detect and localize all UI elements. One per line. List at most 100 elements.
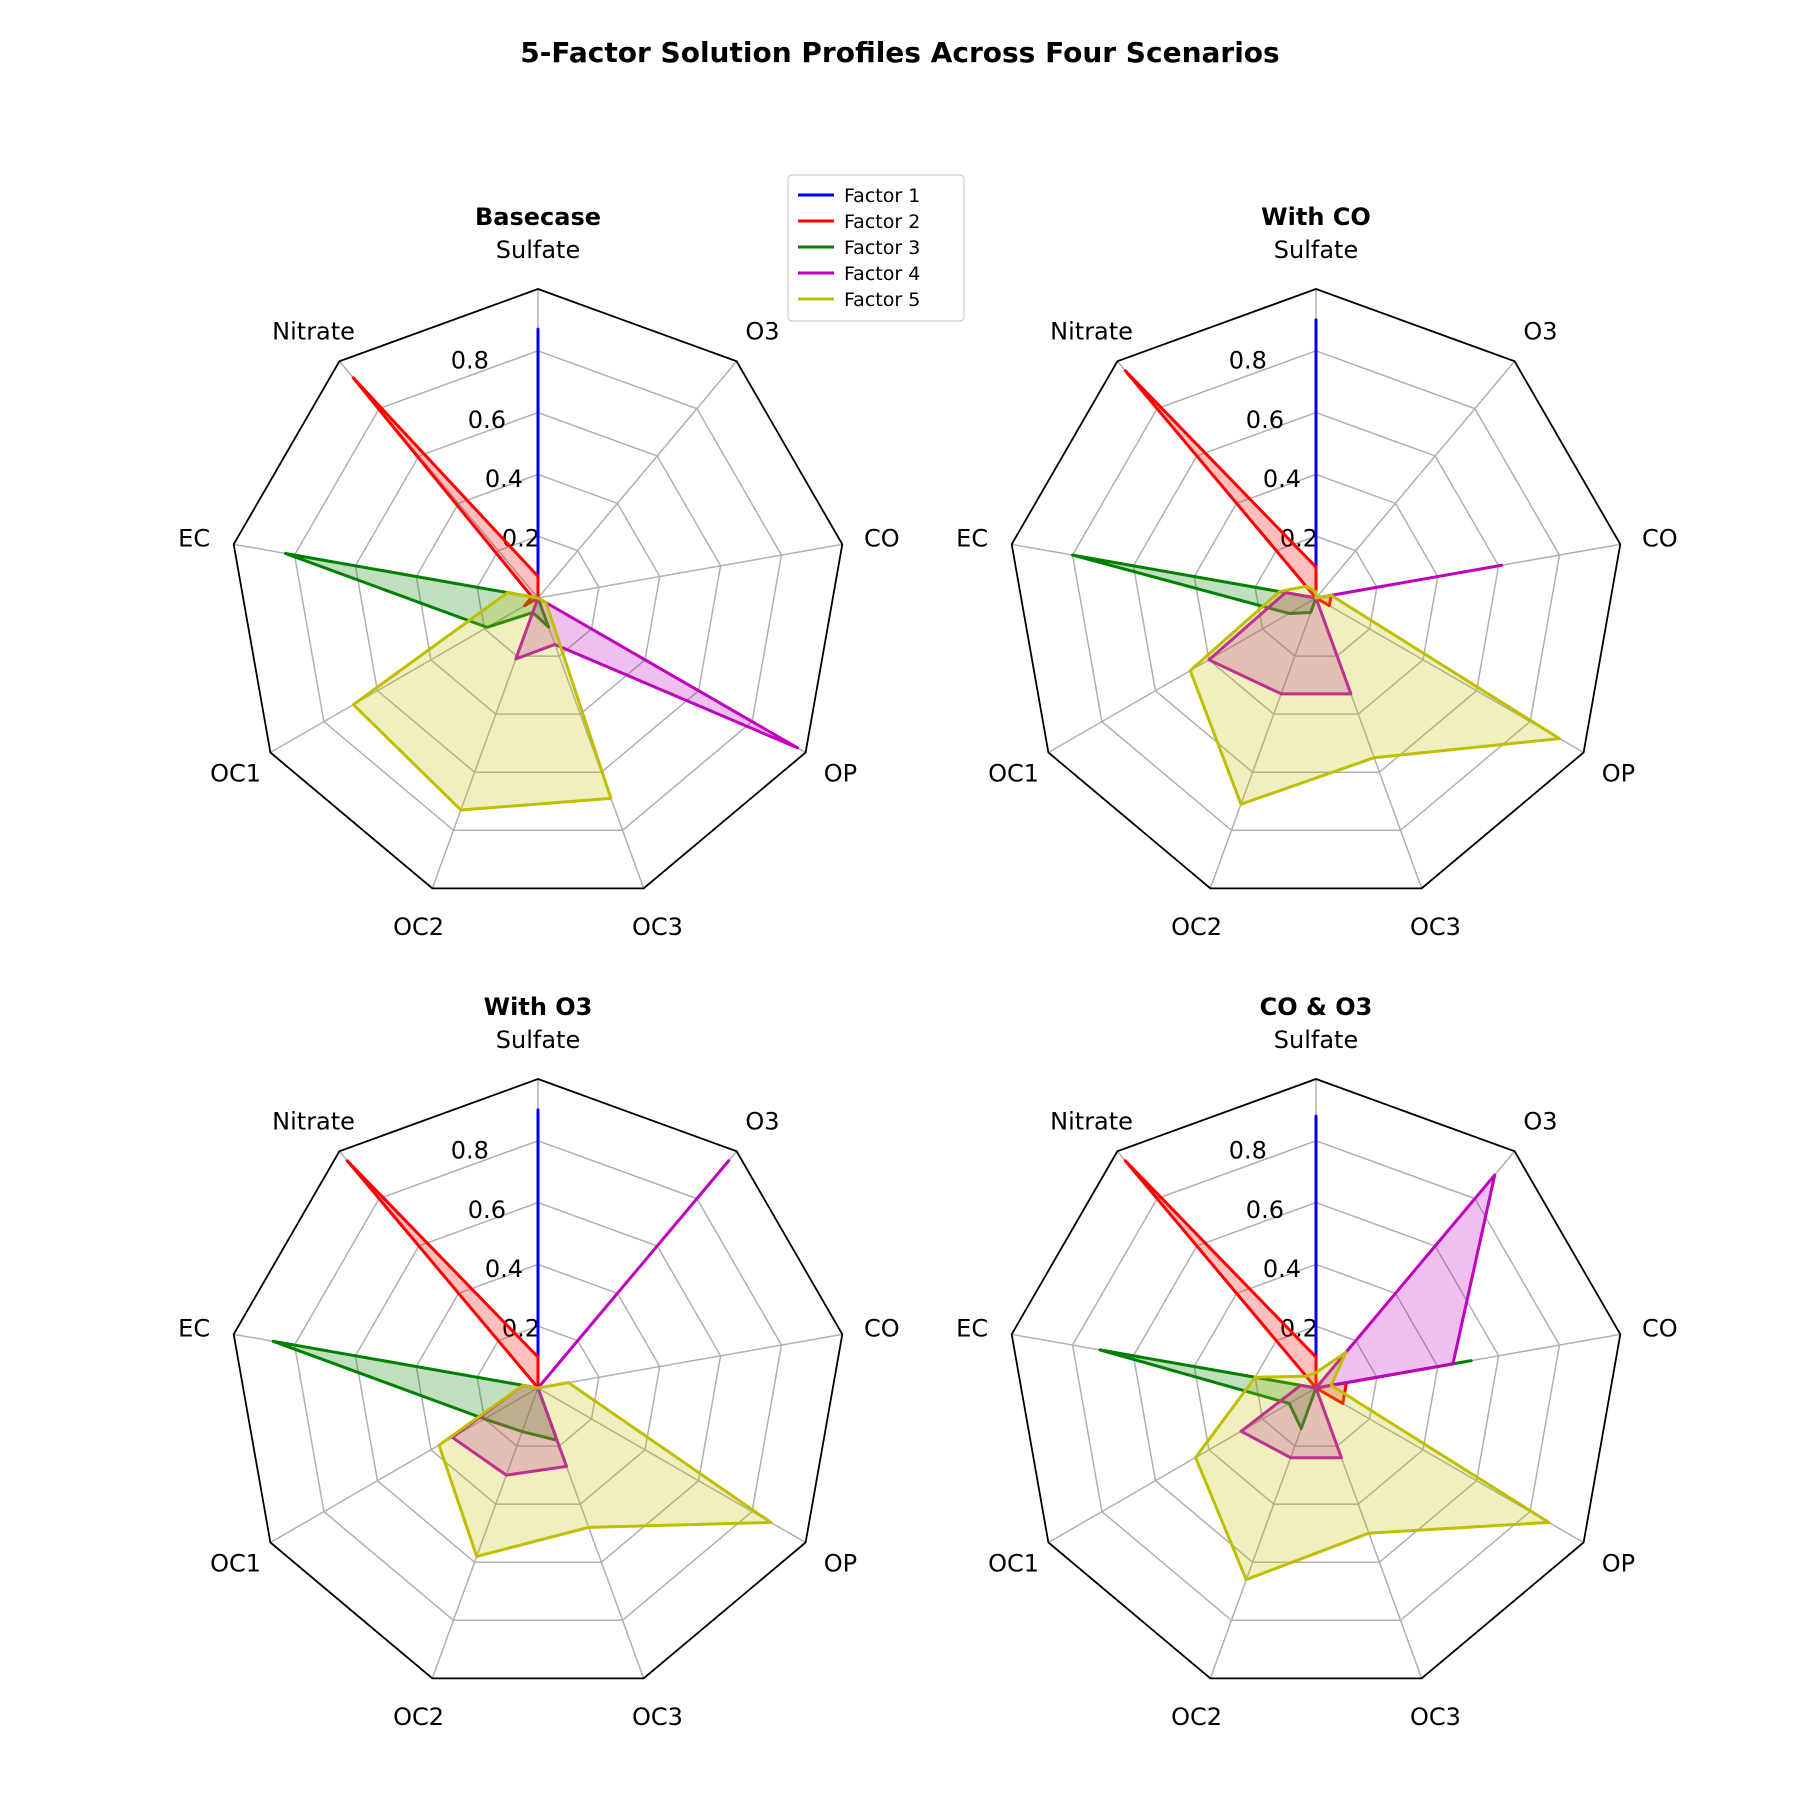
legend-entry: Factor 2: [844, 211, 920, 233]
radar-panel: 0.20.40.60.8SulfateO3COOPOC3OC2OC1ECNitr…: [956, 993, 1678, 1731]
radar-panel: 0.2 0.4 0.6 0.8 Sulfate O3 CO OP OC3 OC2 OC1 EC Nitr…: [178, 203, 900, 941]
grid-ring: [415, 473, 661, 715]
grid-ring: [354, 1201, 722, 1563]
axis-label: Sulfate: [496, 1026, 580, 1054]
spoke: [1209, 597, 1317, 889]
r-tick-label: 0.8: [451, 1136, 489, 1164]
axis-label: OC1: [988, 760, 1039, 788]
outer-frame: [1010, 1078, 1622, 1680]
panel-title: Basecase: [475, 203, 601, 231]
r-tick-label: 0.6: [468, 1196, 506, 1224]
axis-label: CO: [1642, 524, 1678, 552]
axis-label: OC2: [393, 913, 444, 941]
axis-label: CO: [1642, 1314, 1678, 1342]
spoke: [431, 1387, 539, 1679]
legend-box: [787, 174, 965, 322]
axis-label: OP: [1602, 760, 1635, 788]
axis-label: OP: [824, 760, 857, 788]
axis-label: OC2: [393, 1703, 444, 1731]
axis-label: OC1: [210, 1550, 261, 1578]
outer-frame: [232, 1078, 844, 1680]
axis-label: OC3: [632, 1703, 683, 1731]
axis-label: EC: [956, 1314, 988, 1342]
grid-ring: [1193, 473, 1439, 715]
axis-label: OC3: [632, 913, 683, 941]
spoke: [537, 543, 843, 599]
grid-ring: [1071, 350, 1561, 832]
legend-entry: Factor 1: [844, 185, 920, 207]
panel-title: With CO: [1261, 203, 1371, 231]
series-factor-2: [345, 1159, 540, 1390]
axis-label: CO: [864, 524, 900, 552]
spoke: [1048, 1387, 1317, 1544]
outer-frame: [232, 288, 844, 890]
r-tick-label: 0.8: [1229, 346, 1267, 374]
axis-label: EC: [178, 524, 210, 552]
grid-ring: [1071, 1140, 1561, 1622]
axis-label: CO: [864, 1314, 900, 1342]
axis-label: OP: [1602, 1550, 1635, 1578]
axis-label: Nitrate: [272, 318, 355, 346]
r-tick-label: 0.4: [1263, 465, 1301, 493]
spoke: [537, 1333, 843, 1389]
grid-ring: [476, 1325, 600, 1447]
series-factor-5: [437, 1381, 773, 1558]
axis-label: OC2: [1171, 913, 1222, 941]
spoke: [1209, 1387, 1317, 1679]
r-tick-label: 0.8: [1229, 1136, 1267, 1164]
spoke: [270, 1387, 539, 1544]
r-tick-label: 0.2: [502, 525, 540, 553]
axis-label: O3: [1523, 318, 1557, 346]
axis-label: OC3: [1410, 913, 1461, 941]
series-factor-2: [351, 376, 540, 608]
series-factor-5: [1188, 584, 1562, 806]
r-tick-label: 0.4: [485, 1255, 523, 1283]
outer-frame: [1010, 288, 1622, 890]
grid-ring: [415, 1263, 661, 1505]
axis-label: Nitrate: [1050, 318, 1133, 346]
series-factor-3: [1071, 553, 1318, 615]
series-factor-5: [351, 591, 613, 812]
axis-label: OC1: [210, 760, 261, 788]
r-tick-label: 0.8: [451, 346, 489, 374]
grid-ring: [476, 535, 600, 657]
axis-label: Nitrate: [1050, 1108, 1133, 1136]
r-tick-label: 0.6: [1246, 1196, 1284, 1224]
spoke: [1315, 360, 1516, 599]
radar-panel: 0.20.40.60.8SulfateO3COOPOC3OC2OC1ECNitr…: [956, 203, 1678, 941]
axis-label: OP: [824, 1550, 857, 1578]
series-factor-5: [1194, 1350, 1551, 1582]
axis-label: O3: [745, 1108, 779, 1136]
grid-ring: [293, 1140, 783, 1622]
legend: Factor 1 Factor 2 Factor 3 Factor 4 Factor 5: [787, 174, 965, 322]
spoke: [537, 597, 645, 889]
axis-label: OC3: [1410, 1703, 1461, 1731]
grid-ring: [1132, 411, 1500, 773]
series-factor-4: [1239, 1173, 1497, 1460]
axis-label: EC: [956, 524, 988, 552]
axis-label: O3: [1523, 1108, 1557, 1136]
legend-entry: Factor 4: [844, 263, 920, 285]
radar-panel: 0.20.40.60.8SulfateO3COOPOC3OC2OC1ECNitr…: [178, 993, 900, 1731]
series-factor-3: [1098, 1348, 1473, 1431]
panel-title: CO & O3: [1260, 993, 1373, 1021]
axis-label: Sulfate: [1274, 236, 1358, 264]
r-tick-label: 0.6: [468, 406, 506, 434]
axis-label: Sulfate: [1274, 1026, 1358, 1054]
figure-title: 5-Factor Solution Profiles Across Four S…: [520, 36, 1279, 69]
grid-ring: [1254, 1325, 1378, 1447]
spoke: [537, 360, 738, 599]
grid-ring: [354, 411, 722, 773]
grid-ring: [1193, 1263, 1439, 1505]
axis-label: EC: [178, 1314, 210, 1342]
axis-label: Sulfate: [496, 236, 580, 264]
axis-label: OC2: [1171, 1703, 1222, 1731]
r-tick-label: 0.4: [485, 465, 523, 493]
grid-ring: [1254, 535, 1378, 657]
panel-title: With O3: [484, 993, 593, 1021]
r-tick-label: 0.4: [1263, 1255, 1301, 1283]
axis-label: O3: [745, 318, 779, 346]
legend-entry: Factor 5: [844, 289, 920, 311]
series-factor-4: [1207, 563, 1504, 696]
